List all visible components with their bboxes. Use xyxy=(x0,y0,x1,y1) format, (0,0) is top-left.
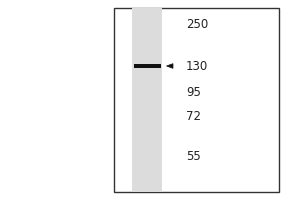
Bar xyxy=(114,8,279,192)
Text: 95: 95 xyxy=(186,86,201,98)
Text: 72: 72 xyxy=(186,110,201,122)
Polygon shape xyxy=(167,64,173,68)
Text: 250: 250 xyxy=(186,18,208,30)
Bar xyxy=(132,8,162,192)
Text: 55: 55 xyxy=(186,150,201,162)
Bar xyxy=(134,64,160,68)
Text: 130: 130 xyxy=(186,60,208,72)
